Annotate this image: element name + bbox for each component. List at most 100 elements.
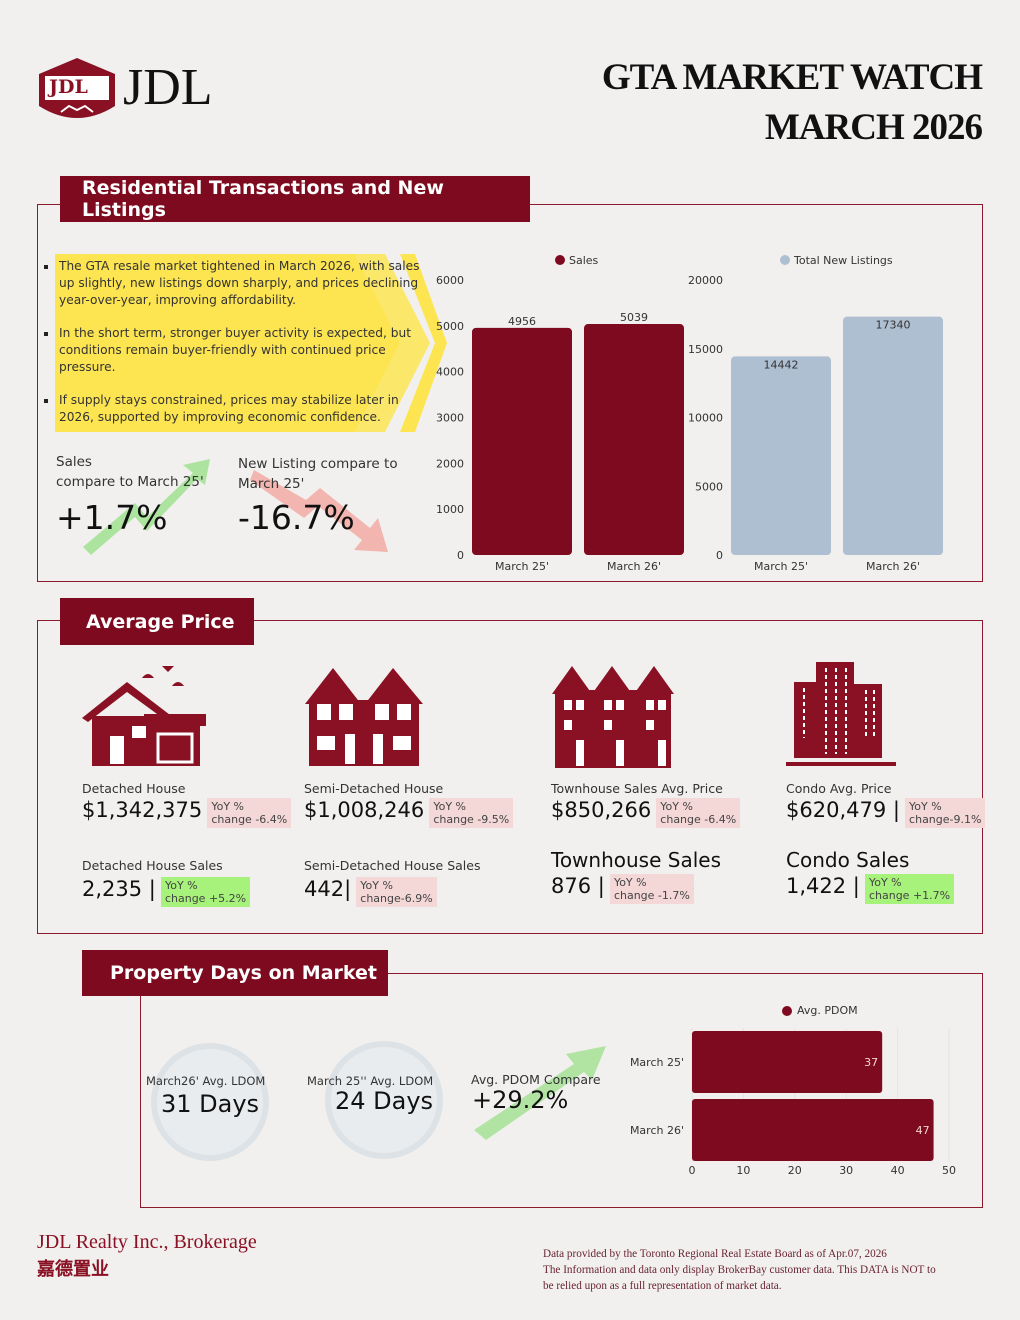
data-disclaimer: Data provided by the Toronto Regional Re… (543, 1246, 993, 1294)
y-tick-label: 5000 (436, 320, 464, 333)
bar (692, 1099, 934, 1161)
x-tick-label: 40 (891, 1164, 905, 1177)
bar (692, 1031, 883, 1093)
yoy-label: YoY % (433, 800, 466, 813)
yellow-chevron-highlight (55, 254, 447, 432)
bar-value-label: 14442 (764, 358, 799, 371)
sales-yoy-badge: YoY % change +5.2% (160, 877, 251, 907)
y-tick-label: 0 (716, 549, 723, 562)
y-tick-label: 6000 (436, 274, 464, 287)
sales-type-label: Semi-Detached House Sales (304, 858, 481, 873)
sales-card: Semi-Detached House Sales 442| YoY % chan… (304, 858, 504, 907)
property-type-label: Townhouse Sales Avg. Price (551, 781, 723, 796)
listing-label: New Listing compare to (238, 456, 398, 472)
disclaimer-line: The Information and data only display Br… (543, 1264, 936, 1276)
property-type-label: Detached House (82, 781, 186, 796)
legend-label: Avg. PDOM (797, 1004, 858, 1017)
sales-type-label: Condo Sales (786, 848, 910, 872)
transactions-section-title: Residential Transactions and New Listing… (60, 176, 530, 222)
bar (472, 327, 572, 555)
bar (731, 356, 831, 555)
yoy-label: YoY % (613, 876, 647, 889)
company-name-chinese: 嘉德置业 (37, 1259, 109, 1280)
pdom-chart: 0 10 20 30 40 50 Avg. PDOM 37 March 25' 47 March 2… (630, 1004, 956, 1177)
x-tick-label: March 25' (495, 560, 549, 573)
x-tick-label: 10 (736, 1164, 750, 1177)
x-tick-label: March 26' (866, 560, 920, 573)
average-price-value: $1,008,246 (304, 798, 425, 822)
sales-listings-charts: 0 1000 2000 3000 4000 5000 6000 Sales 4956 March … (436, 254, 943, 573)
y-tick-label: March 25' (630, 1056, 684, 1069)
y-tick-label: 0 (457, 549, 464, 562)
pdom-compare-label: Avg. PDOM Compare (471, 1072, 601, 1087)
legend-marker (555, 255, 565, 265)
sales-change-value: +1.7% (56, 498, 168, 537)
average-price-value: $1,342,375 (82, 798, 203, 822)
jdl-logo-icon (39, 58, 115, 118)
legend-label: Sales (569, 254, 599, 267)
y-tick-label: 20000 (688, 274, 723, 287)
x-tick-label: March 26' (607, 560, 661, 573)
semi-detached-house-icon (305, 668, 423, 766)
condo-icon (786, 662, 896, 766)
yoy-change: change-9.1% (909, 813, 982, 826)
sales-yoy-badge: YoY % change-6.9% (356, 877, 437, 907)
x-tick-label: 0 (689, 1164, 696, 1177)
y-tick-label: 3000 (436, 412, 464, 425)
property-type-label: Condo Avg. Price (786, 781, 892, 796)
up-arrow-icon (83, 459, 210, 555)
sales-count-value: 442| (304, 877, 352, 901)
price-card: Detached House $1,342,375 YoY % change -6… (82, 781, 292, 828)
sales-yoy-badge: YoY % change -1.7% (609, 874, 694, 904)
y-tick-label: 2000 (436, 457, 464, 470)
pdom-change-value: +29.2% (472, 1086, 569, 1114)
company-name: JDL Realty Inc., Brokerage (37, 1231, 257, 1253)
listing-compare-label: March 25' (238, 476, 305, 492)
legend-label: Total New Listings (793, 254, 893, 267)
yoy-change: change -9.5% (433, 813, 510, 826)
y-tick-label: 1000 (436, 503, 464, 516)
price-card: Townhouse Sales Avg. Price $850,266 YoY … (551, 781, 751, 828)
y-tick-label: 15000 (688, 343, 723, 356)
price-card: Semi-Detached House $1,008,246 YoY % chan… (304, 781, 514, 828)
bar (843, 316, 943, 555)
price-yoy-badge: YoY % change -9.5% (429, 798, 514, 828)
average-price-section (37, 620, 983, 934)
bar-value-label: 5039 (620, 311, 648, 324)
price-card: Condo Avg. Price $620,479 | YoY % change-… (786, 781, 986, 828)
disclaimer-line: Data provided by the Toronto Regional Re… (543, 1248, 887, 1260)
y-tick-label: 5000 (695, 480, 723, 493)
average-price-section-title: Average Price (60, 598, 254, 645)
yoy-change: change +1.7% (868, 889, 951, 902)
logo: JDL JDL (37, 56, 247, 128)
average-price-value: $620,479 | (786, 798, 900, 822)
property-type-label: Semi-Detached House (304, 781, 444, 796)
yoy-label: YoY % (164, 879, 198, 892)
calendar-circle-icon (151, 1043, 269, 1161)
price-yoy-badge: YoY % change-9.1% (905, 798, 986, 828)
yoy-label: YoY % (660, 800, 693, 813)
bar-value-label: 47 (916, 1124, 930, 1137)
summary-bullet: The GTA resale market tightened in March… (40, 258, 425, 309)
disclaimer-line: be relied upon as a full representation … (543, 1280, 782, 1292)
sales-count-value: 2,235 | (82, 877, 156, 901)
price-yoy-badge: YoY % change -6.4% (656, 798, 741, 828)
x-tick-label: 50 (942, 1164, 956, 1177)
page-title-line2: MARCH 2026 (764, 107, 983, 148)
sales-card: Detached House Sales 2,235 | YoY % change… (82, 858, 282, 907)
sales-type-label: Townhouse Sales (551, 848, 721, 872)
sales-card: Condo Sales 1,422 | YoY % change +1.7% (786, 848, 986, 904)
logo-badge-text: JDL (49, 76, 88, 98)
ldom-march25-value: 24 Days (335, 1087, 434, 1115)
sales-label: Sales (56, 454, 92, 470)
average-price-value: $850,266 (551, 798, 652, 822)
y-tick-label: March 26' (630, 1124, 684, 1137)
yoy-change: change -6.4% (660, 813, 737, 826)
x-tick-label: 20 (788, 1164, 802, 1177)
legend-marker (780, 255, 790, 265)
ldom-march26-value: 31 Days (161, 1090, 260, 1118)
days-on-market-section (140, 973, 983, 1208)
bar-value-label: 4956 (508, 315, 536, 328)
sales-card: Townhouse Sales 876 | YoY % change -1.7% (551, 848, 751, 904)
down-arrow-icon (250, 470, 388, 552)
